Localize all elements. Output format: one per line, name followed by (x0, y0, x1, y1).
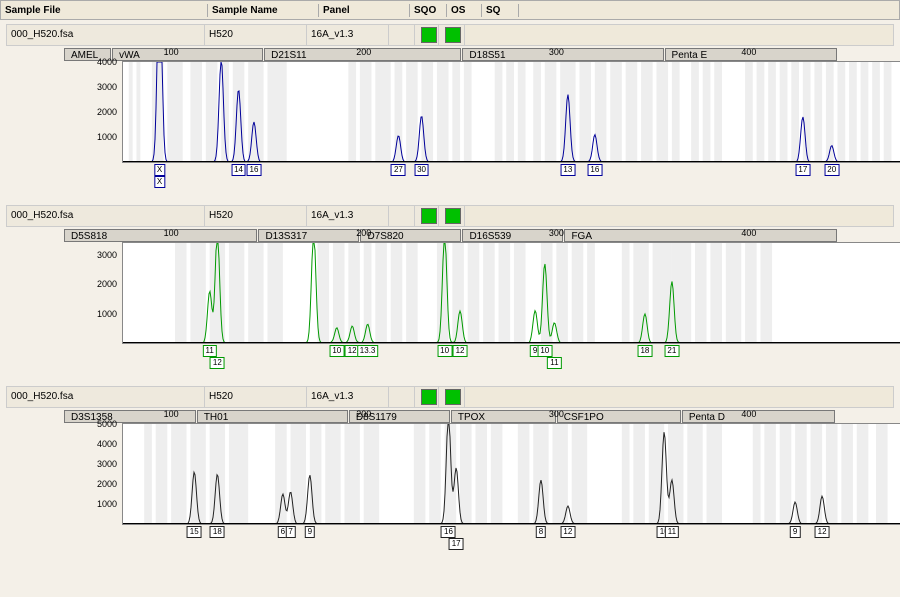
sample-name-cell: H520 (205, 206, 307, 226)
qc-pass-icon (445, 389, 461, 405)
sqo-cell (389, 387, 415, 407)
y-axis-labels: 10002000300040005000 (73, 424, 119, 524)
os-cell (415, 25, 439, 45)
allele-call[interactable]: 10 (329, 345, 344, 357)
allele-call[interactable]: 10 (437, 345, 452, 357)
allele-call[interactable]: 17 (449, 538, 464, 550)
panel-name-cell: 16A_v1.3 (307, 25, 389, 45)
x-axis-ticks: 100200300400 (123, 47, 900, 61)
allele-call[interactable]: 10 (537, 345, 552, 357)
sample-file-cell: 000_H520.fsa (7, 387, 205, 407)
qc-pass-icon (421, 27, 437, 43)
sample-name-cell: H520 (205, 387, 307, 407)
x-axis-ticks: 100200300400 (123, 409, 900, 423)
info-row: 000_H520.fsaH52016A_v1.3 (6, 386, 894, 408)
allele-call[interactable]: 12 (815, 526, 830, 538)
header-sample-name: Sample Name (208, 4, 319, 17)
header-os: OS (447, 4, 482, 17)
panel-name-cell: 16A_v1.3 (307, 206, 389, 226)
allele-call[interactable]: 16 (247, 164, 262, 176)
allele-call[interactable]: 9 (305, 526, 315, 538)
qc-pass-icon (445, 208, 461, 224)
allele-call[interactable]: 9 (790, 526, 800, 538)
allele-call[interactable]: 21 (664, 345, 679, 357)
sample-file-cell: 000_H520.fsa (7, 25, 205, 45)
allele-call[interactable]: 15 (187, 526, 202, 538)
allele-call[interactable]: 18 (210, 526, 225, 538)
allele-call[interactable]: 11 (547, 357, 561, 369)
allele-call[interactable]: 30 (414, 164, 429, 176)
sample-name-cell: H520 (205, 25, 307, 45)
sq-cell (439, 25, 465, 45)
qc-pass-icon (421, 208, 437, 224)
info-row: 000_H520.fsaH52016A_v1.3 (6, 205, 894, 227)
y-axis-labels: 1000200030004000 (73, 62, 119, 162)
panel-name-cell: 16A_v1.3 (307, 387, 389, 407)
allele-call[interactable]: 7 (285, 526, 295, 538)
allele-call[interactable]: X (154, 164, 165, 176)
sqo-cell (389, 25, 415, 45)
allele-call[interactable]: 13.3 (357, 345, 379, 357)
allele-call[interactable]: 12 (560, 526, 575, 538)
allele-call[interactable]: 14 (231, 164, 246, 176)
panel: 000_H520.fsaH52016A_v1.3AMELvWAD21S11D18… (6, 24, 894, 191)
header-sample-file: Sample File (1, 4, 208, 17)
os-cell (415, 206, 439, 226)
column-header-row: Sample FileSample NamePanelSQOOSSQ (0, 0, 900, 20)
allele-call[interactable]: 8 (536, 526, 546, 538)
info-row: 000_H520.fsaH52016A_v1.3 (6, 24, 894, 46)
os-cell (415, 387, 439, 407)
allele-call[interactable]: X (154, 176, 165, 188)
allele-call[interactable]: 27 (391, 164, 406, 176)
electropherogram[interactable]: 1002003004001000200030001112101213.31012… (122, 242, 900, 344)
electropherogram[interactable]: 1002003004001000200030004000XX1416273013… (122, 61, 900, 163)
sqo-cell (389, 206, 415, 226)
allele-call[interactable]: 17 (795, 164, 810, 176)
allele-call[interactable]: 18 (637, 345, 652, 357)
allele-call[interactable]: 20 (824, 164, 839, 176)
qc-pass-icon (445, 27, 461, 43)
electropherogram[interactable]: 1002003004001000200030004000500015186791… (122, 423, 900, 525)
x-axis-ticks: 100200300400 (123, 228, 900, 242)
qc-pass-icon (421, 389, 437, 405)
sample-file-cell: 000_H520.fsa (7, 206, 205, 226)
allele-call[interactable]: 11 (665, 526, 679, 538)
header-panel: Panel (319, 4, 410, 17)
panel: 000_H520.fsaH52016A_v1.3D3S1358TH01D8S11… (6, 386, 894, 553)
allele-call[interactable]: 16 (441, 526, 456, 538)
allele-call[interactable]: 13 (560, 164, 575, 176)
panel: 000_H520.fsaH52016A_v1.3D5S818D13S317D7S… (6, 205, 894, 372)
header-sqo: SQO (410, 4, 447, 17)
allele-call[interactable]: 12 (210, 357, 225, 369)
y-axis-labels: 100020003000 (73, 243, 119, 343)
sq-cell (439, 206, 465, 226)
sq-cell (439, 387, 465, 407)
header-sq: SQ (482, 4, 519, 17)
allele-call[interactable]: 11 (203, 345, 217, 357)
allele-call[interactable]: 12 (453, 345, 468, 357)
allele-call[interactable]: 16 (587, 164, 602, 176)
